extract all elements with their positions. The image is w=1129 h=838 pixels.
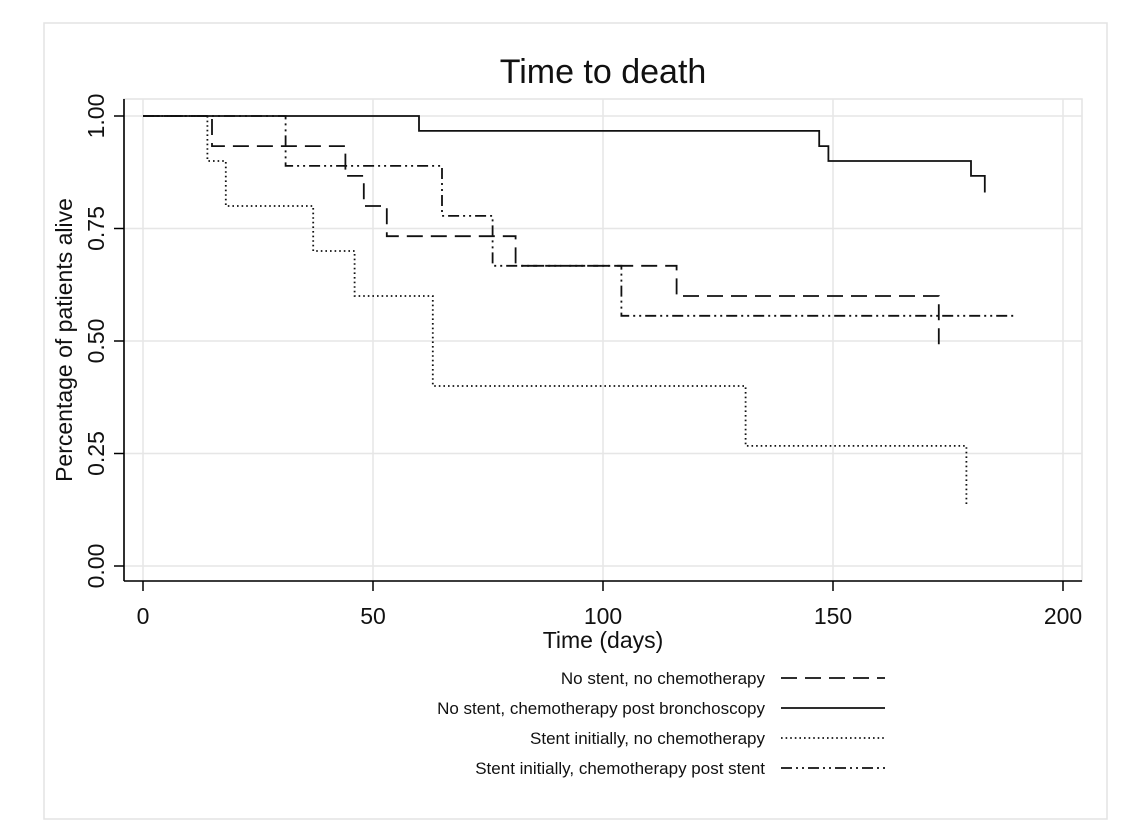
legend-label-1: No stent, chemotherapy post bronchoscopy: [437, 699, 765, 718]
x-axis-ticks: 0 50 100 150 200: [137, 581, 1082, 629]
y-axis-title: Percentage of patients alive: [51, 198, 77, 482]
x-axis-title: Time (days): [543, 627, 664, 653]
legend-label-0: No stent, no chemotherapy: [561, 669, 766, 688]
legend-label-2: Stent initially, no chemotherapy: [530, 729, 765, 748]
x-tick-label-4: 200: [1044, 603, 1082, 629]
series-line-1: [143, 115, 986, 193]
series-line-2: [143, 115, 968, 507]
y-tick-label-2: 0.50: [83, 319, 109, 364]
legend: No stent, no chemotherapy No stent, chemo…: [437, 669, 885, 778]
x-tick-label-3: 150: [814, 603, 852, 629]
series-line-3: [143, 115, 1017, 317]
x-tick-label-2: 100: [584, 603, 622, 629]
y-tick-label-0: 0.00: [83, 544, 109, 589]
legend-label-3: Stent initially, chemotherapy post stent: [475, 759, 765, 778]
chart-title: Time to death: [500, 53, 707, 91]
y-tick-label-4: 1.00: [83, 94, 109, 139]
series-line-0: [143, 115, 940, 350]
y-tick-label-1: 0.25: [83, 431, 109, 476]
y-axis-ticks: 0.00 0.25 0.50 0.75 1.00: [83, 94, 124, 589]
gridlines: [124, 99, 1082, 581]
x-tick-label-0: 0: [137, 603, 150, 629]
x-tick-label-1: 50: [360, 603, 386, 629]
survival-curves: [143, 115, 1017, 507]
y-tick-label-3: 0.75: [83, 206, 109, 251]
